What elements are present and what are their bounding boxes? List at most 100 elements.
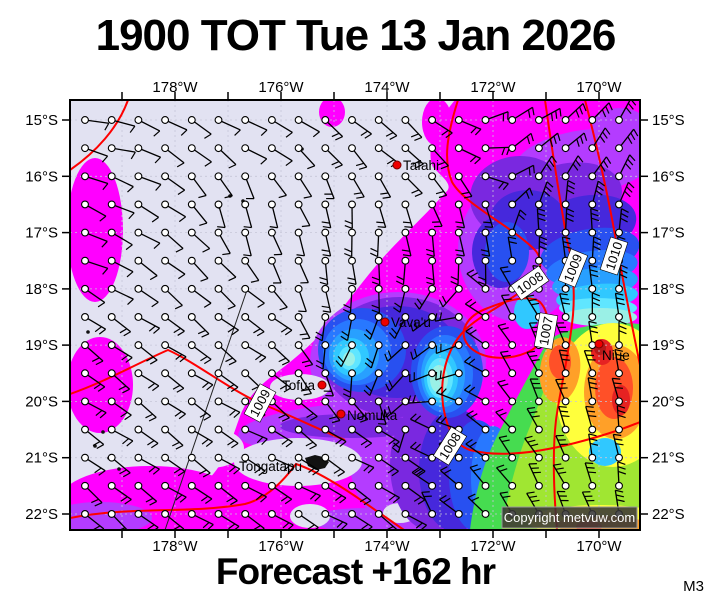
barb-staff (435, 420, 460, 431)
barb-feather (402, 221, 411, 224)
station-circle (348, 172, 356, 181)
wind-barb (480, 228, 491, 257)
wind-barb (294, 425, 318, 450)
barb-feather (590, 208, 599, 212)
barb-staff (421, 492, 433, 515)
barb-feather (120, 496, 128, 502)
station-circle (134, 341, 143, 350)
station-circle (134, 397, 143, 406)
station-circle (401, 172, 410, 181)
barb-feather (616, 297, 625, 301)
wind-barb (425, 228, 437, 258)
barb-feather (501, 147, 506, 156)
station-circle (454, 369, 463, 378)
barb-staff (484, 232, 491, 257)
barb-feather (627, 158, 634, 166)
barb-feather (445, 132, 453, 139)
barb-feather (530, 133, 534, 142)
wind-barb (438, 284, 463, 308)
barb-feather (382, 196, 391, 199)
wind-barb (107, 481, 132, 505)
station-circle (508, 228, 517, 237)
wind-barb (385, 369, 410, 392)
barb-staff (469, 467, 486, 487)
barb-staff (191, 513, 214, 526)
barb-feather (319, 281, 328, 286)
barb-feather (371, 276, 380, 281)
lat-axis-label: 21°S (652, 450, 685, 467)
barb-feather (593, 236, 602, 241)
barb-feather (412, 394, 416, 403)
barb-feather (496, 464, 505, 469)
barb-feather (602, 131, 608, 139)
barb-staff (138, 457, 160, 470)
station-circle (294, 369, 303, 378)
wind-barb (81, 425, 105, 450)
station-circle (187, 425, 196, 434)
barb-staff (500, 295, 513, 318)
barb-staff (244, 485, 267, 498)
station-circle (241, 116, 250, 124)
barb-feather (539, 236, 548, 241)
barb-feather (104, 122, 110, 131)
barb-staff (525, 296, 540, 318)
barb-feather (527, 406, 536, 410)
barb-feather (301, 337, 310, 340)
barb-staff (84, 288, 106, 304)
wind-barb (81, 116, 110, 131)
barb-feather (322, 310, 331, 313)
place-label: Vava'u (391, 315, 431, 330)
barb-feather (443, 497, 451, 504)
barb-feather (415, 163, 424, 169)
isobar-label-box (510, 265, 550, 301)
barb-feather (531, 415, 540, 418)
barb-staff (526, 408, 540, 430)
barb-feather (495, 408, 504, 413)
barb-feather (386, 159, 395, 165)
barb-feather (282, 522, 290, 529)
barb-staff (431, 232, 435, 257)
barb-feather (508, 236, 517, 240)
barb-feather (456, 226, 465, 229)
barb-feather (120, 411, 128, 418)
barb-feather (281, 360, 290, 366)
station-circle (428, 284, 437, 293)
wind-barb (294, 228, 306, 257)
wind-barb (388, 313, 410, 339)
wind-barb (81, 313, 106, 335)
barb-feather (500, 266, 509, 269)
barb-staff (351, 513, 373, 528)
barb-feather (130, 151, 136, 160)
wind-barb (241, 341, 267, 363)
barb-feather (278, 194, 287, 199)
station-circle (374, 144, 383, 153)
barb-staff (376, 232, 380, 257)
barb-feather (233, 525, 240, 530)
barb-feather (469, 301, 477, 308)
station-circle (374, 284, 383, 293)
wind-barb (344, 200, 356, 229)
station-circle (348, 284, 356, 293)
barb-staff (271, 344, 290, 362)
wind-barb (81, 341, 104, 366)
wind-barb (342, 369, 356, 398)
wind-barb (161, 510, 185, 530)
isobar-label-box (533, 312, 559, 350)
barb-feather (226, 497, 234, 503)
station-circle (588, 369, 597, 378)
barb-feather (600, 164, 606, 172)
barb-feather (502, 270, 511, 273)
barb-staff (378, 147, 399, 164)
barb-feather (440, 388, 447, 395)
barb-feather (203, 302, 212, 308)
barb-feather (283, 387, 292, 393)
wind-barb (294, 481, 321, 502)
barb-feather (469, 464, 478, 468)
station-circle (214, 369, 223, 378)
barb-staff (84, 119, 109, 124)
wind-barb (588, 292, 601, 321)
wind-barb (107, 369, 131, 394)
barb-staff (399, 288, 407, 313)
station-circle (401, 284, 410, 293)
wind-barb (134, 341, 158, 365)
